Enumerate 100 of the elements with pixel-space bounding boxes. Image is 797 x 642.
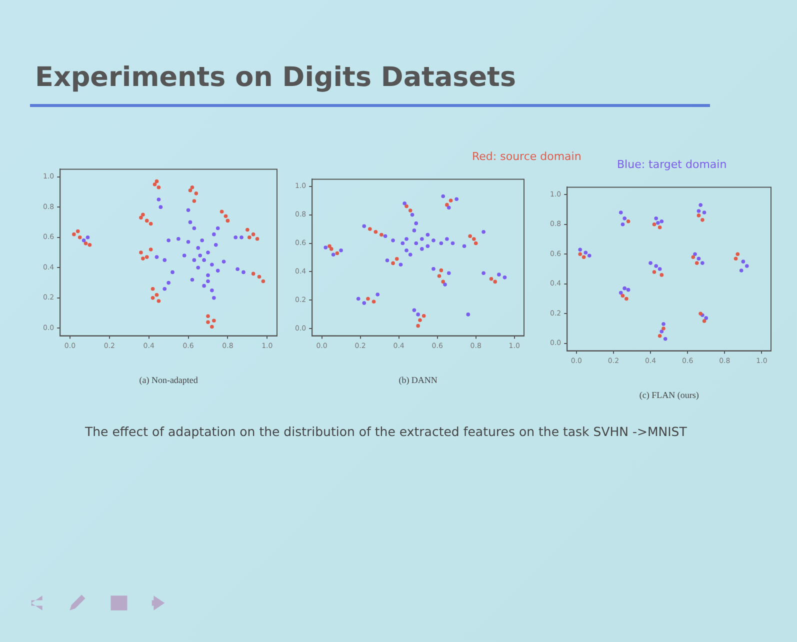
- point: [156, 299, 161, 303]
- point: [216, 226, 220, 230]
- point: [150, 286, 155, 291]
- point: [468, 234, 472, 238]
- point: [698, 203, 702, 207]
- point: [255, 236, 260, 241]
- point: [188, 188, 192, 192]
- point: [404, 248, 408, 252]
- point: [202, 284, 206, 288]
- point: [206, 314, 210, 318]
- point: [362, 224, 366, 228]
- point: [426, 232, 430, 237]
- point: [248, 235, 252, 240]
- point: [441, 280, 446, 284]
- point: [622, 286, 626, 290]
- point: [691, 255, 696, 259]
- point: [702, 319, 706, 323]
- point: [432, 238, 436, 242]
- point: [257, 274, 262, 279]
- point: [166, 280, 170, 285]
- point: [654, 216, 658, 220]
- point: [226, 218, 230, 223]
- point: [339, 248, 343, 252]
- point: [410, 212, 414, 217]
- x-axis-title: (c) FLAN (ours): [639, 390, 699, 400]
- point: [182, 254, 186, 258]
- point: [693, 252, 697, 256]
- point: [186, 240, 190, 244]
- point: [445, 237, 449, 241]
- point: [186, 208, 190, 212]
- point: [394, 257, 399, 261]
- point: [624, 296, 628, 301]
- point: [374, 230, 378, 234]
- point: [745, 264, 749, 268]
- point: [385, 258, 390, 262]
- point: [416, 324, 420, 328]
- point: [734, 256, 738, 260]
- point: [162, 286, 167, 291]
- point: [141, 256, 145, 260]
- point: [414, 221, 418, 226]
- point: [736, 252, 740, 256]
- point: [482, 271, 486, 276]
- point: [170, 270, 174, 274]
- point: [72, 232, 76, 236]
- point: [648, 261, 652, 265]
- point: [404, 204, 408, 208]
- point: [242, 270, 246, 274]
- point: [329, 247, 334, 251]
- point: [426, 244, 430, 248]
- point: [408, 252, 412, 257]
- point: [414, 241, 418, 246]
- point: [210, 262, 214, 267]
- point: [626, 220, 630, 224]
- point: [192, 226, 196, 230]
- point: [450, 241, 455, 246]
- point: [416, 312, 420, 316]
- point: [251, 232, 256, 236]
- point: [420, 247, 424, 251]
- point: [654, 264, 658, 268]
- point: [446, 206, 451, 210]
- point: [391, 261, 395, 266]
- point: [376, 292, 380, 296]
- point: [578, 248, 582, 252]
- point: [582, 255, 586, 259]
- point: [212, 232, 216, 236]
- point: [474, 241, 478, 246]
- point: [156, 198, 161, 202]
- point: [224, 214, 228, 218]
- point: [176, 236, 180, 241]
- point: [472, 237, 476, 241]
- point: [236, 267, 240, 272]
- point: [445, 202, 449, 207]
- point: [626, 288, 630, 292]
- point: [78, 235, 82, 240]
- point: [212, 318, 216, 323]
- point: [587, 254, 592, 258]
- point: [420, 237, 424, 241]
- point: [704, 316, 708, 320]
- point: [150, 296, 155, 300]
- point: [432, 266, 436, 271]
- point: [408, 208, 412, 212]
- point: [441, 194, 446, 198]
- point: [443, 282, 447, 286]
- point: [328, 244, 332, 248]
- point: [700, 261, 704, 265]
- point: [702, 210, 706, 214]
- point: [578, 252, 582, 256]
- point: [196, 266, 200, 270]
- point: [190, 185, 194, 190]
- point: [210, 288, 214, 292]
- point: [331, 252, 336, 257]
- point: [324, 246, 328, 250]
- point: [206, 273, 210, 278]
- point: [335, 251, 340, 256]
- text: The effect of adaptation on the distribution of the extracted features on the task SVHN ->MNIST: [85, 424, 687, 439]
- point: [139, 216, 143, 220]
- point: [154, 179, 159, 184]
- point: [696, 214, 701, 218]
- point: [398, 262, 403, 267]
- point: [663, 337, 668, 341]
